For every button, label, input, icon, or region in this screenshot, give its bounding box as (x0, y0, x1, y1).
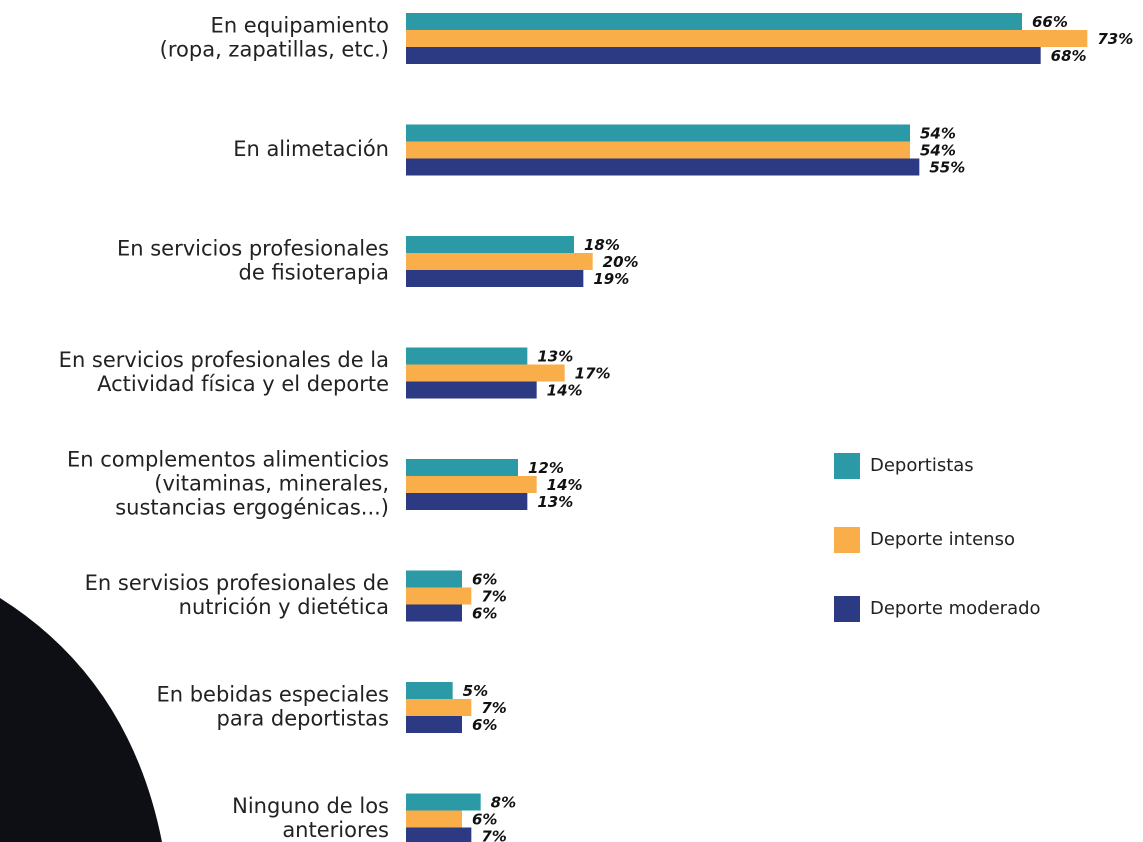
legend-swatch (834, 527, 860, 553)
bar (406, 253, 593, 270)
category-label: de fisioterapia (239, 261, 389, 285)
bar (406, 716, 462, 733)
value-label: 6% (472, 605, 497, 623)
bar (406, 158, 920, 176)
value-label: 20% (603, 253, 639, 271)
decorative-photo (0, 598, 162, 842)
bar (406, 30, 1088, 47)
bar (406, 236, 574, 253)
bar (406, 793, 481, 811)
value-label: 73% (1097, 30, 1133, 48)
legend-label: Deporte moderado (870, 598, 1041, 619)
category-label: nutrición y dietética (179, 595, 389, 619)
value-label: 7% (481, 699, 506, 717)
bar (406, 270, 584, 287)
bar (406, 604, 462, 622)
bar (406, 364, 565, 382)
value-label: 68% (1051, 47, 1087, 65)
bar (406, 493, 528, 510)
category-label: En equipamiento (211, 14, 389, 38)
legend-swatch (834, 596, 860, 622)
category-label: En servisios profesionales de (85, 571, 389, 595)
value-label: 12% (528, 459, 564, 477)
bar (406, 47, 1041, 64)
value-label: 7% (481, 828, 506, 842)
legend-label: Deportistas (870, 455, 974, 476)
value-label: 13% (537, 493, 573, 511)
category-label: (ropa, zapatillas, etc.) (160, 38, 389, 62)
value-label: 14% (547, 476, 583, 494)
value-label: 5% (463, 682, 488, 700)
value-label: 18% (584, 236, 620, 254)
category-label: En bebidas especiales (156, 683, 389, 707)
bar (406, 459, 518, 476)
bar (406, 476, 537, 493)
bar (406, 827, 472, 842)
value-label: 54% (920, 142, 956, 160)
bar (406, 699, 472, 716)
category-label: (vitaminas, minerales, (154, 472, 389, 496)
bar (406, 13, 1022, 30)
bar (406, 570, 462, 588)
value-label: 54% (920, 125, 956, 143)
category-label: En alimetación (233, 137, 389, 161)
bar (406, 124, 910, 142)
category-label: En servicios profesionales de la (59, 348, 389, 372)
category-label: anteriores (282, 818, 389, 842)
value-label: 6% (472, 716, 497, 734)
bar (406, 682, 453, 699)
category-label: En servicios profesionales (117, 237, 389, 261)
category-label: En complementos alimenticios (67, 448, 389, 472)
value-label: 13% (537, 348, 573, 366)
category-label: Actividad física y el deporte (97, 372, 389, 396)
bar (406, 141, 910, 159)
value-label: 19% (593, 270, 629, 288)
value-label: 6% (472, 811, 497, 829)
category-label: sustancias ergogénicas...) (115, 496, 389, 520)
value-label: 8% (491, 794, 516, 812)
value-label: 7% (481, 588, 506, 606)
category-label: Ninguno de los (232, 794, 389, 818)
category-label: para deportistas (217, 707, 390, 731)
bar (406, 381, 537, 399)
value-label: 66% (1032, 13, 1068, 31)
bar (406, 347, 528, 365)
legend-label: Deporte intenso (870, 529, 1015, 550)
value-label: 55% (929, 159, 965, 177)
bar (406, 587, 472, 605)
value-label: 14% (547, 382, 583, 400)
value-label: 6% (472, 571, 497, 589)
legend-swatch (834, 453, 860, 479)
value-label: 17% (575, 365, 611, 383)
bar (406, 810, 462, 828)
